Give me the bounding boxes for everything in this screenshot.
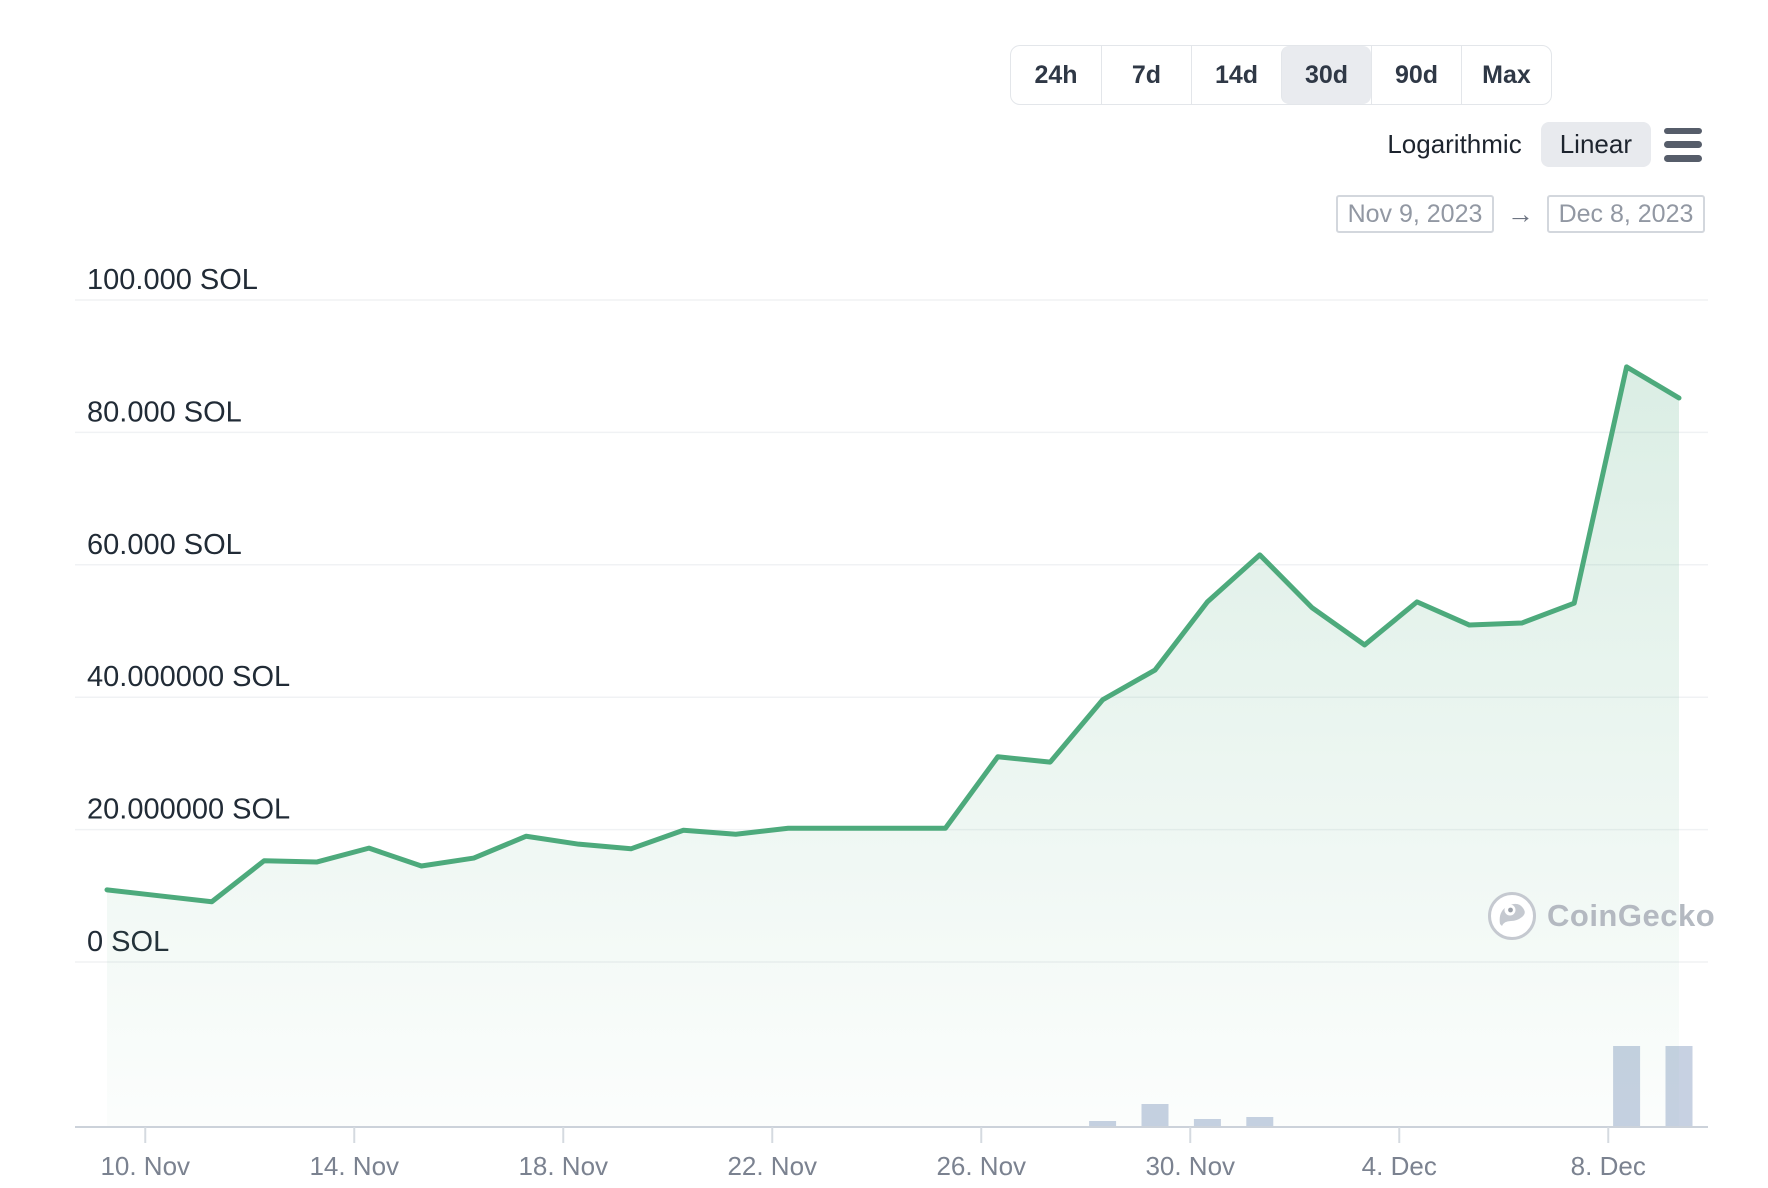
- coingecko-logo-icon: [1488, 892, 1536, 940]
- range-30d-button[interactable]: 30d: [1281, 46, 1371, 104]
- y-axis-label: 80.000 SOL: [87, 396, 242, 428]
- arrow-right-icon: →: [1507, 198, 1534, 229]
- x-axis-label: 14. Nov: [309, 1151, 399, 1181]
- coingecko-watermark: CoinGecko: [1487, 891, 1715, 941]
- range-90d-button[interactable]: 90d: [1371, 46, 1461, 104]
- y-axis-label: 100.000 SOL: [87, 264, 258, 296]
- y-axis-label: 20.000000 SOL: [87, 794, 290, 826]
- scale-logarithmic-button[interactable]: Logarithmic: [1381, 122, 1527, 167]
- x-axis-label: 30. Nov: [1145, 1151, 1235, 1181]
- date-from-input[interactable]: Nov 9, 2023: [1336, 195, 1494, 233]
- x-axis-label: 10. Nov: [100, 1151, 190, 1181]
- range-24h-button[interactable]: 24h: [1011, 46, 1101, 104]
- y-axis-label: 60.000 SOL: [87, 529, 242, 561]
- y-axis-label: 40.000000 SOL: [87, 661, 290, 693]
- x-axis-label: 26. Nov: [936, 1151, 1026, 1181]
- scale-toggle: Logarithmic Linear: [1381, 122, 1702, 167]
- watermark-text: CoinGecko: [1547, 898, 1716, 933]
- x-axis-label: 4. Dec: [1362, 1151, 1437, 1181]
- date-to-input[interactable]: Dec 8, 2023: [1547, 195, 1705, 233]
- chart-line: [104, 364, 1682, 905]
- range-14d-button[interactable]: 14d: [1191, 46, 1281, 104]
- range-max-button[interactable]: Max: [1461, 46, 1551, 104]
- time-range-selector: 24h 7d 14d 30d 90d Max: [1010, 45, 1552, 105]
- x-axis-label: 22. Nov: [727, 1151, 817, 1181]
- chart-area-fill: [107, 366, 1679, 1127]
- date-range: Nov 9, 2023 → Dec 8, 2023: [1336, 195, 1705, 233]
- x-axis-label: 18. Nov: [518, 1151, 608, 1181]
- x-axis-label: 8. Dec: [1571, 1151, 1646, 1181]
- scale-linear-button[interactable]: Linear: [1540, 122, 1651, 167]
- range-7d-button[interactable]: 7d: [1101, 46, 1191, 104]
- menu-icon[interactable]: [1664, 127, 1702, 162]
